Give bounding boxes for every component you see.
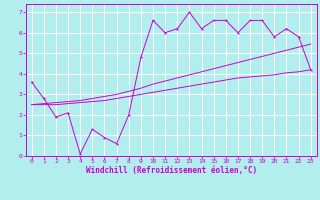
X-axis label: Windchill (Refroidissement éolien,°C): Windchill (Refroidissement éolien,°C) [86, 166, 257, 175]
